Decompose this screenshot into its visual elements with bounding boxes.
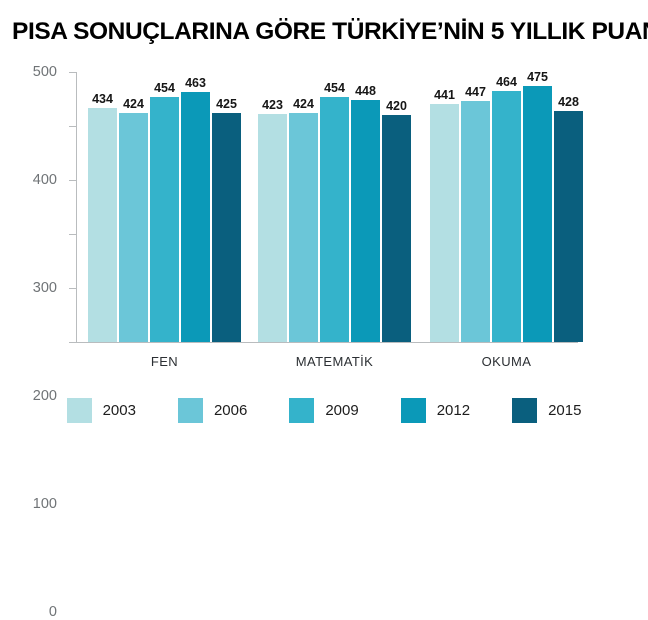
bar: 454 <box>150 81 179 342</box>
bar-value-label: 425 <box>216 96 237 111</box>
bar: 448 <box>351 84 380 342</box>
bar-value-label: 434 <box>92 91 113 106</box>
bar: 423 <box>258 98 287 342</box>
legend-label: 2006 <box>213 402 248 419</box>
bar: 434 <box>88 92 117 342</box>
legend-item-2015[interactable]: 2015 <box>512 398 581 423</box>
bar: 463 <box>181 76 210 342</box>
chart-title: PISA SONUÇLARINA GÖRE TÜRKİYE’NİN 5 YILL… <box>12 18 648 45</box>
legend-label: 2003 <box>102 402 136 419</box>
bar-value-label: 441 <box>434 87 455 102</box>
bar: 424 <box>119 97 148 342</box>
y-axis-tick-mark: 300 <box>33 180 76 296</box>
bar-value-label: 464 <box>496 75 517 90</box>
legend-item-2009[interactable]: 2009 <box>289 398 359 423</box>
bar: 464 <box>492 75 521 342</box>
chart-card: PISA SONUÇLARINA GÖRE TÜRKİYE’NİN 5 YILL… <box>0 18 648 620</box>
legend-swatch <box>512 398 538 423</box>
bar-value-label: 454 <box>324 80 345 95</box>
bar-value-label: 428 <box>558 94 579 109</box>
y-axis-tick-label: 400 <box>32 172 57 188</box>
y-axis-tick-label: 500 <box>32 64 57 80</box>
y-axis-line <box>76 72 77 342</box>
legend-swatch <box>177 398 203 423</box>
x-axis-line <box>76 342 578 343</box>
legend-swatch <box>400 398 426 423</box>
legend-label: 2012 <box>436 402 471 419</box>
legend-item-2012[interactable]: 2012 <box>400 398 471 423</box>
bar: 441 <box>430 88 459 342</box>
y-axis-tick-label: 0 <box>48 604 57 620</box>
legend-swatch <box>66 398 92 423</box>
y-axis-tick-mark: 200 <box>33 234 76 404</box>
category-label-fen: FEN <box>150 354 179 369</box>
bar-value-label: 447 <box>465 84 486 99</box>
y-axis-tick-label: 100 <box>32 496 57 512</box>
legend-swatch <box>289 398 315 423</box>
bar-value-label: 423 <box>262 97 283 112</box>
legend-item-2006[interactable]: 2006 <box>177 398 248 423</box>
bar: 424 <box>289 97 318 342</box>
bar-value-label: 424 <box>293 97 314 112</box>
y-axis-tick-label: 200 <box>32 388 57 404</box>
category-label-matemati̇k: MATEMATİK <box>295 354 374 369</box>
y-axis-tick-mark: 500 <box>33 64 76 80</box>
y-axis-tick-label: 300 <box>32 280 57 296</box>
bar-value-label: 463 <box>185 75 206 90</box>
bar-value-label: 424 <box>123 97 144 112</box>
legend-item-2003[interactable]: 2003 <box>66 398 136 423</box>
bar: 475 <box>523 70 552 342</box>
bar: 425 <box>212 97 241 342</box>
legend-label: 2009 <box>325 402 359 419</box>
bar-value-label: 420 <box>386 99 407 114</box>
category-label-okuma: OKUMA <box>481 354 532 369</box>
chart-legend: 2003 2006 2009 2012 2015 <box>0 398 648 423</box>
bar-value-label: 475 <box>527 69 548 84</box>
bar: 420 <box>382 99 411 342</box>
bar: 454 <box>320 81 349 342</box>
bar: 447 <box>461 85 490 342</box>
bar-value-label: 454 <box>154 80 175 95</box>
bar-value-label: 448 <box>355 84 376 99</box>
y-axis-tick-mark: 100 <box>33 288 76 512</box>
plot-area: 0 100 200 300 400 500 434 424 454 463 425 423 424 45… <box>33 64 583 620</box>
y-axis-tick-mark: 400 <box>33 126 76 188</box>
legend-label: 2015 <box>548 402 582 419</box>
bar: 428 <box>554 95 583 342</box>
y-axis-tick-mark: 0 <box>49 342 76 620</box>
